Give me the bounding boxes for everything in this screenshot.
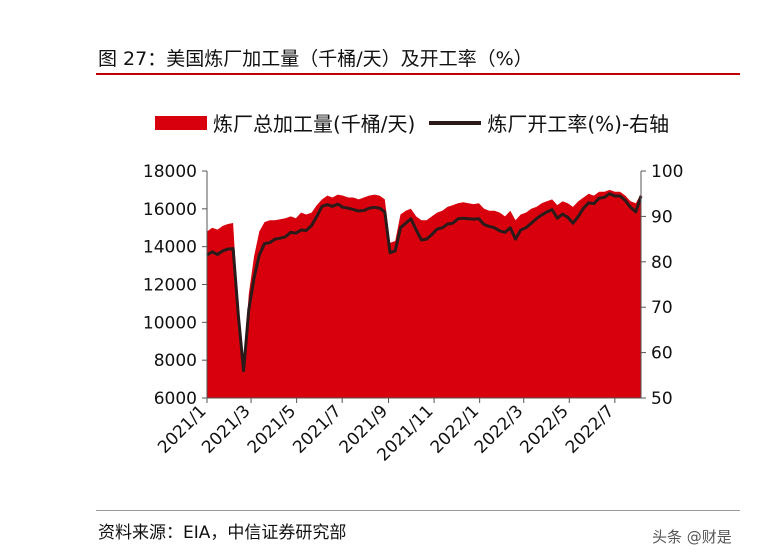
chart-legend: 炼厂总加工量(千桶/天) 炼厂开工率(%)-右轴 xyxy=(155,108,669,137)
legend-label-utilization: 炼厂开工率(%)-右轴 xyxy=(487,112,670,136)
x-tick-label: 2021/5 xyxy=(244,401,300,457)
x-tick-label: 2022/5 xyxy=(516,401,572,457)
y-left-tick-label: 16000 xyxy=(143,200,197,220)
x-tick-label: 2021/3 xyxy=(198,401,254,457)
title-rule xyxy=(96,73,740,75)
source-note: 资料来源：EIA，中信证券研究部 xyxy=(98,523,347,543)
y-left-tick-label: 6000 xyxy=(154,389,197,409)
y-right-tick-label: 70 xyxy=(651,298,673,318)
legend-label-throughput: 炼厂总加工量(千桶/天) xyxy=(213,112,416,136)
source-rule xyxy=(96,510,740,511)
x-tick-label: 2022/1 xyxy=(427,401,483,457)
y-left-tick-label: 18000 xyxy=(143,162,197,182)
figure-title: 图 27：美国炼厂加工量（千桶/天）及开工率（%） xyxy=(98,48,533,70)
y-left-tick-label: 8000 xyxy=(154,351,197,371)
series-line-utilization xyxy=(206,192,643,373)
y-left-tick-label: 12000 xyxy=(143,276,197,296)
y-left-tick-label: 10000 xyxy=(143,313,197,333)
x-tick-label: 2022/7 xyxy=(562,401,618,457)
series-area-throughput xyxy=(207,189,641,398)
legend-swatch-line xyxy=(429,120,482,125)
legend-item-utilization: 炼厂开工率(%)-右轴 xyxy=(415,108,669,137)
watermark: 头条 @财是 xyxy=(652,528,732,546)
x-tick-label: 2021/7 xyxy=(289,401,345,457)
y-right-tick-label: 50 xyxy=(651,389,673,409)
x-tick-label: 2022/3 xyxy=(471,401,527,457)
x-tick-label: 2021/1 xyxy=(154,401,210,457)
legend-swatch-area xyxy=(155,115,207,130)
y-right-tick-label: 60 xyxy=(651,344,673,364)
y-left-tick-label: 14000 xyxy=(143,238,197,258)
y-right-tick-label: 80 xyxy=(651,253,673,273)
y-right-tick-label: 100 xyxy=(651,162,683,182)
y-right-tick-label: 90 xyxy=(651,207,673,227)
legend-item-throughput: 炼厂总加工量(千桶/天) xyxy=(155,108,415,137)
